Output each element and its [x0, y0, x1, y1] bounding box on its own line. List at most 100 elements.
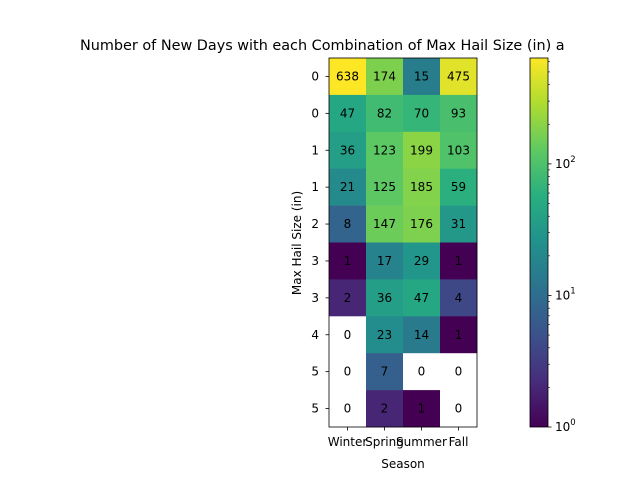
cell-value-label: 2: [344, 291, 352, 305]
plot-frame: [328, 57, 478, 428]
cell-value-label: 8: [344, 217, 352, 231]
heatmap-cell: [440, 242, 478, 280]
cell-value-label: 59: [451, 180, 466, 194]
cell-value-label: 475: [447, 69, 470, 83]
cell-value-label: 47: [340, 106, 355, 120]
heatmap-cell: [329, 279, 367, 317]
heatmap-cell: [440, 316, 478, 354]
heatmap-cell: [329, 316, 367, 354]
y-axis-label: Max Hail Size (in): [290, 191, 304, 295]
cell-value-label: 17: [377, 254, 392, 268]
heatmap-cell: [329, 390, 367, 428]
heatmap-cell: [366, 279, 404, 317]
heatmap-cell: [403, 242, 441, 280]
heatmap-cell: [440, 205, 478, 243]
cell-value-label: 2: [381, 402, 389, 416]
heatmap-cell: [403, 205, 441, 243]
heatmap-cell: [329, 58, 367, 96]
cell-value-label: 21: [340, 180, 355, 194]
heatmap-cell: [403, 279, 441, 317]
heatmap-cell: [403, 94, 441, 133]
x-tick-label: Winter: [328, 435, 368, 449]
y-axis: 0 0 1 1 2 3 3 4 5 5: [311, 69, 329, 416]
heatmap-cell: [329, 353, 367, 391]
cell-value-label: 199: [410, 143, 433, 157]
cell-value-label: 1: [418, 402, 426, 416]
heatmap-cell: [403, 131, 441, 169]
heatmap-cell: [366, 316, 404, 354]
y-tick-label: 5: [311, 365, 319, 379]
cell-value-label: 1: [455, 328, 463, 342]
heatmap-cell: [366, 242, 404, 280]
cell-value-label: 15: [414, 69, 429, 83]
cell-value-label: 125: [373, 180, 396, 194]
y-tick-label: 0: [311, 106, 319, 120]
x-axis-label: Season: [381, 457, 425, 471]
cell-value-label: 23: [377, 328, 392, 342]
heatmap-cell: [440, 58, 478, 96]
heatmap-cell: [366, 131, 404, 169]
cell-value-label: 0: [455, 402, 463, 416]
heatmap-cell: [366, 353, 404, 391]
colorbar-tick-label: 102: [555, 155, 576, 171]
y-tick-label: 1: [311, 180, 319, 194]
cell-value-label: 82: [377, 106, 392, 120]
cell-value-label: 638: [336, 69, 359, 83]
y-tick-label: 3: [311, 291, 319, 305]
y-tick-label: 1: [311, 143, 319, 157]
heatmap-cell: [366, 168, 404, 206]
cell-value-label: 0: [344, 328, 352, 342]
heatmap-cells: [329, 58, 478, 428]
heatmap-cell: [329, 242, 367, 280]
cell-value-label: 0: [344, 402, 352, 416]
cell-value-label: 103: [447, 143, 470, 157]
colorbar-tick-label: 100: [555, 418, 576, 434]
colorbar: [529, 57, 549, 428]
cell-value-label: 36: [340, 143, 355, 157]
cell-value-label: 147: [373, 217, 396, 231]
heatmap-cell: [440, 131, 478, 169]
cell-value-label: 123: [373, 143, 396, 157]
heatmap-cell: [440, 353, 478, 391]
heatmap-cell: [329, 205, 367, 243]
colorbar-tick-label: 101: [555, 286, 576, 302]
x-tick-label: Spring: [365, 435, 404, 449]
heatmap-cell: [440, 279, 478, 317]
heatmap-cell: [403, 390, 441, 428]
colorbar-ticks: 100 101 102: [548, 61, 576, 434]
heatmap-cell: [403, 58, 441, 96]
cell-value-label: 29: [414, 254, 429, 268]
heatmap-cell: [366, 94, 404, 133]
cell-value-label: 1: [344, 254, 352, 268]
cell-value-label: 174: [373, 69, 396, 83]
cell-value-label: 36: [377, 291, 392, 305]
cell-value-label: 7: [381, 365, 389, 379]
heatmap-cell: [329, 168, 367, 206]
heatmap-cell: [440, 94, 478, 133]
y-tick-label: 2: [311, 217, 319, 231]
cell-value-label: 47: [414, 291, 429, 305]
heatmap-cell: [366, 390, 404, 428]
x-tick-label: Summer: [396, 435, 447, 449]
chart-title: Number of New Days with each Combination…: [80, 38, 565, 54]
cell-value-label: 0: [418, 365, 426, 379]
heatmap-cell: [329, 131, 367, 169]
cell-value-label: 31: [451, 217, 466, 231]
heatmap-cell: [366, 205, 404, 243]
heatmap-cell: [440, 168, 478, 206]
heatmap-cell: [403, 168, 441, 206]
heatmap-cell: [440, 390, 478, 428]
cell-value-label: 93: [451, 106, 466, 120]
cell-value-label: 14: [414, 328, 429, 342]
y-tick-label: 0: [311, 69, 319, 83]
cell-value-label: 0: [344, 365, 352, 379]
cell-value-label: 1: [455, 254, 463, 268]
cell-value-label: 176: [410, 217, 433, 231]
y-tick-label: 3: [311, 254, 319, 268]
heatmap-cell: [329, 94, 367, 133]
cell-value-label: 185: [410, 180, 433, 194]
heatmap-cell: [403, 316, 441, 354]
